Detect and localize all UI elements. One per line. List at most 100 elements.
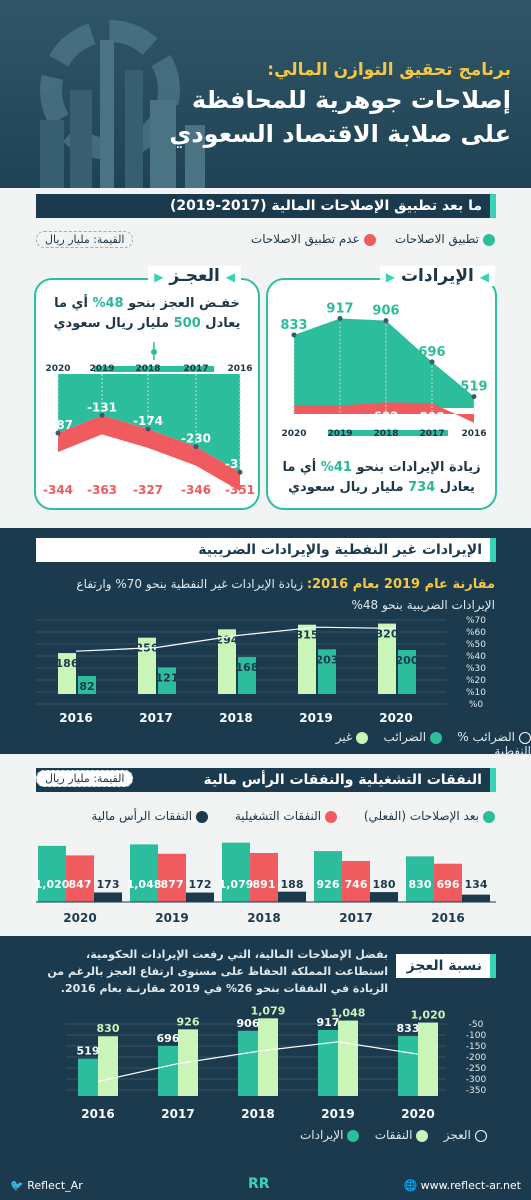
tax-year-label: 2017 <box>139 711 172 725</box>
deficit-ratio-year-label: 2020 <box>401 1107 434 1121</box>
revenue-bar <box>238 1030 258 1096</box>
revenue-value: 519 <box>77 1045 100 1058</box>
revenue-without-label: 498 <box>461 430 486 444</box>
deficit-ratio-y2-tick: -150 <box>466 1042 487 1052</box>
section4-text-line: الزيادة في النفقات بنحو 26% في 2019 مقار… <box>60 982 388 995</box>
nonoil-bar <box>58 653 76 694</box>
section3-legend: بعد الإصلاحات (الفعلي) النفقات التشغيلية… <box>35 809 495 823</box>
opex-value: 847 <box>69 878 92 891</box>
twitter-link[interactable]: 🐦 Reflect_Ar <box>10 1179 83 1192</box>
revenue-with-area <box>294 318 474 408</box>
nonoil-value: 315 <box>296 629 319 642</box>
bar-accent <box>490 194 496 218</box>
deficit-point <box>99 412 105 418</box>
deficit-without-area <box>58 415 240 492</box>
deficit-note-text: يعادل <box>205 316 241 331</box>
revenue-bar <box>398 1036 418 1096</box>
deficit-point <box>145 426 151 432</box>
globe-icon: 🌐 <box>403 1179 418 1192</box>
capex-value: 180 <box>373 878 396 891</box>
nonoil-bar <box>298 624 316 694</box>
deficit-year-label: 2018 <box>135 364 160 374</box>
section2-subtitle: مقارنة عام 2019 بعام 2016: زيادة الإيراد… <box>35 574 495 615</box>
tax-value: 168 <box>236 661 259 674</box>
expenditure-year-label: 2017 <box>339 911 372 925</box>
deficit-with-label: -311 <box>225 457 255 471</box>
deficit-ratio-chart: -50-100-150-200-250-300-350 519 830 2016 696… <box>66 1004 487 1121</box>
deficit-ratio-y2-tick: -200 <box>466 1053 487 1063</box>
legend-dot-without <box>363 233 376 246</box>
legend-exp-label: النفقات <box>374 1128 413 1142</box>
revenue-without-label: 585 <box>327 413 352 427</box>
revenue-value: 917 <box>317 1016 340 1029</box>
header-banner: برنامج تحقيق التوازن المالي: إصلاحات جوه… <box>0 0 531 188</box>
tax-year-label: 2018 <box>219 711 252 725</box>
expense-value: 1,048 <box>331 1007 366 1020</box>
tower-graphic <box>100 40 114 188</box>
bar-accent <box>490 768 496 792</box>
expenditure-year-label: 2018 <box>247 911 280 925</box>
after-reform-value: 1,079 <box>219 878 254 891</box>
revenue-note-text: أي ما <box>282 460 317 475</box>
unit-pill: القيمة: مليار ريال <box>36 770 134 787</box>
building-graphic <box>185 125 205 188</box>
revenue-year-label: 2019 <box>327 429 352 439</box>
legend-nonoil-label: غير النفطية <box>335 730 531 758</box>
tax-pct-line <box>75 626 397 652</box>
legend-taxpct-label: الضرائب % <box>457 730 515 744</box>
legend-capex-label: النفقات الرأس مالية <box>91 809 193 823</box>
deficit-ratio-y2-tick: -50 <box>469 1020 484 1030</box>
after-reform-bar <box>406 856 434 902</box>
revenue-point <box>337 315 343 321</box>
revenue-with-label: 519 <box>460 380 487 395</box>
deficit-without-label: -344 <box>43 483 73 497</box>
revenue-note-text: مليار ريال سعودي <box>288 480 404 495</box>
legend-with-label: تطبيق الاصلاحات <box>394 232 479 246</box>
capex-bar <box>278 891 306 902</box>
expenditure-year-label: 2016 <box>431 911 464 925</box>
opex-bar <box>434 863 462 902</box>
bar-accent <box>490 954 496 978</box>
section1-title: ما بعد تطبيق الإصلاحات المالية (2017-201… <box>170 198 482 214</box>
revenue-year-label: 2020 <box>281 429 306 439</box>
tax-y2-tick: %30 <box>466 664 486 674</box>
tax-y2-tick: %50 <box>466 640 486 650</box>
deficit-with-label: -230 <box>181 432 211 446</box>
revenue-bar <box>78 1058 98 1096</box>
tax-bar <box>318 649 336 694</box>
revenue-panel: 833 588 917 585 906 602 696 598 519 498 2020 2019 20… <box>266 278 497 510</box>
opex-value: 746 <box>345 878 368 891</box>
tax-y2-tick: %20 <box>466 676 486 686</box>
expense-value: 1,079 <box>251 1004 286 1017</box>
expense-bar <box>258 1018 278 1096</box>
deficit-chart: 2020 2019 2018 2017 2016 -187 -344 -131 -363 -174… <box>43 342 255 497</box>
expense-bar <box>98 1036 118 1096</box>
revenue-year-label: 2016 <box>461 429 486 439</box>
deficit-without-label: -351 <box>225 483 255 497</box>
after-reform-value: 1,020 <box>36 878 70 891</box>
brand-logo: RR <box>248 1176 270 1192</box>
tax-bar <box>78 675 96 694</box>
unit-pill: القيمة: مليار ريال <box>36 231 134 248</box>
capex-value: 172 <box>189 878 212 891</box>
revenue-with-label: 696 <box>418 345 445 360</box>
website-link[interactable]: 🌐 www.reflect-ar.net <box>403 1179 521 1192</box>
tax-value: 203 <box>316 653 339 666</box>
deficit-ratio-year-label: 2016 <box>81 1107 114 1121</box>
legend-dot-after <box>483 810 495 823</box>
deficit-with-area <box>58 374 240 473</box>
nonoil-value: 320 <box>376 628 399 641</box>
deficit-without-label: -346 <box>181 483 211 497</box>
section2-legend: الضرائب % الضرائب غير النفطية <box>300 730 531 758</box>
section2-subtitle-bold: مقارنة عام 2019 بعام 2016: <box>306 577 495 592</box>
tax-bar <box>238 657 256 694</box>
revenue-point <box>383 318 389 324</box>
revenue-without-label: 602 <box>373 409 398 423</box>
nonoil-value: 186 <box>56 657 79 670</box>
header-subtitle: برنامج تحقيق التوازن المالي: <box>267 60 511 80</box>
capex-value: 173 <box>97 878 120 891</box>
building-graphic <box>70 90 92 188</box>
deficit-point <box>193 444 199 450</box>
revenue-point <box>471 394 477 400</box>
legend-dot-nonoil <box>356 731 369 744</box>
